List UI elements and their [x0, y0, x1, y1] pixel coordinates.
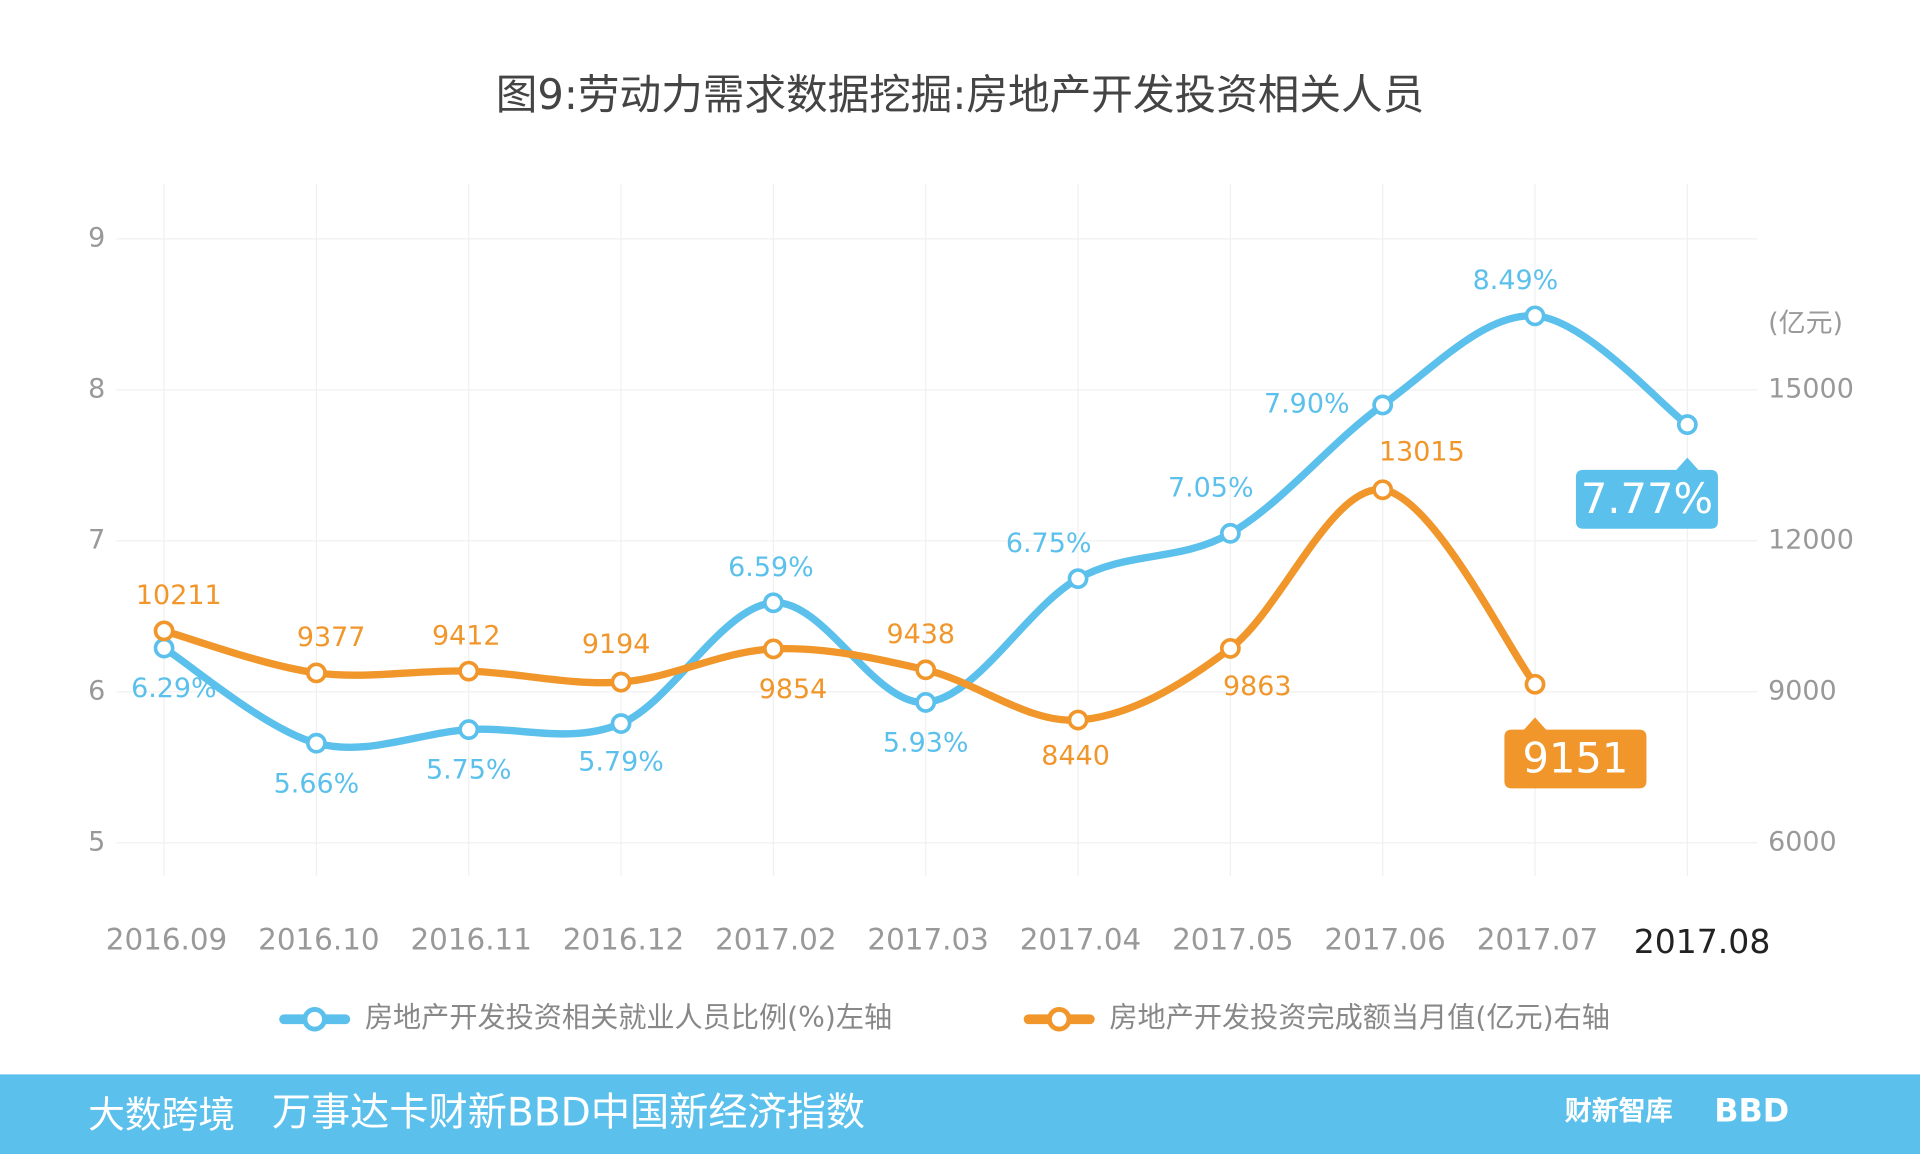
data-label: 6.59% — [728, 552, 814, 583]
data-label: 9412 — [432, 620, 501, 651]
footer-logo: 财新智库 — [1565, 1095, 1673, 1127]
x-tick-label: 2017.02 — [715, 922, 836, 956]
x-tick-label: 2017.04 — [1020, 922, 1141, 956]
x-tick-label: 2017.08 — [1634, 922, 1771, 961]
y-tick-label: 5 — [88, 826, 105, 857]
data-point — [762, 638, 784, 660]
legend-marker — [302, 1006, 327, 1032]
legend-label: 房地产开发投资相关就业人员比例(%)左轴 — [365, 1001, 892, 1034]
y-tick-label: 9 — [88, 222, 105, 253]
data-label: 5.75% — [426, 755, 512, 786]
data-label: 9863 — [1223, 671, 1292, 702]
data-label: 6.29% — [131, 673, 217, 704]
data-point — [1372, 479, 1394, 501]
y2-tick-label: 15000 — [1768, 373, 1854, 404]
series-line — [160, 486, 1539, 724]
callout-box — [1575, 457, 1718, 529]
data-point — [610, 671, 632, 693]
data-point — [305, 732, 327, 754]
y-tick-label: 6 — [88, 675, 105, 706]
footer-logo: BBD — [1714, 1091, 1789, 1129]
data-point — [1676, 414, 1698, 436]
data-point — [762, 592, 784, 614]
y-tick-label: 7 — [88, 524, 105, 555]
footer-bar — [0, 1074, 1920, 1154]
x-tick-label: 2017.03 — [867, 922, 988, 956]
x-tick-label: 2016.12 — [563, 922, 684, 956]
data-label: 8.49% — [1473, 265, 1559, 296]
data-point — [1372, 394, 1394, 416]
y2-tick-label: 12000 — [1768, 524, 1854, 555]
footer-logo: 大数跨境 — [88, 1094, 235, 1137]
data-point — [915, 692, 937, 713]
data-point — [458, 660, 480, 682]
data-label: 9194 — [582, 629, 651, 660]
data-point — [1219, 638, 1241, 659]
y2-axis-label: (亿元) — [1768, 308, 1843, 339]
footer-title: 万事达卡财新BBD中国新经济指数 — [272, 1090, 865, 1135]
data-point — [1067, 568, 1089, 590]
x-tick-label: 2017.07 — [1477, 922, 1598, 956]
data-label: 7.05% — [1168, 473, 1254, 504]
data-point — [1067, 709, 1089, 731]
data-label: 9377 — [297, 622, 366, 653]
data-label: 7.90% — [1264, 388, 1350, 419]
x-tick-label: 2016.11 — [410, 922, 531, 956]
data-point — [610, 713, 632, 734]
data-label: 6.75% — [1006, 528, 1092, 559]
x-tick-label: 2016.09 — [106, 922, 227, 956]
callout-label: 9151 — [1522, 733, 1628, 782]
x-tick-label: 2016.10 — [258, 922, 379, 956]
data-label: 9854 — [759, 674, 828, 705]
data-point — [153, 637, 175, 659]
callout-box — [1504, 717, 1647, 789]
y2-tick-label: 6000 — [1768, 826, 1837, 857]
chart-title: 图9:劳动力需求数据挖掘:房地产开发投资相关人员 — [496, 70, 1424, 119]
legend-marker — [1046, 1006, 1072, 1032]
x-tick-label: 2017.05 — [1172, 922, 1293, 956]
x-tick-label: 2017.06 — [1324, 922, 1445, 956]
data-point — [458, 719, 480, 741]
data-point — [1219, 522, 1241, 544]
data-label: 9438 — [887, 619, 956, 650]
data-label: 5.79% — [578, 746, 664, 777]
data-label: 13015 — [1379, 437, 1465, 468]
data-label: 8440 — [1041, 740, 1110, 771]
data-point — [1524, 673, 1546, 695]
data-label: 10211 — [136, 580, 222, 611]
data-point — [305, 662, 327, 684]
data-label: 5.93% — [883, 728, 969, 759]
y-tick-label: 8 — [88, 373, 105, 404]
data-label: 5.66% — [274, 768, 360, 799]
callout-label: 7.77% — [1581, 474, 1713, 523]
legend-label: 房地产开发投资完成额当月值(亿元)右轴 — [1109, 1001, 1610, 1034]
data-point — [153, 620, 175, 642]
data-point — [915, 659, 937, 681]
y2-tick-label: 9000 — [1768, 675, 1837, 706]
data-point — [1524, 305, 1546, 327]
